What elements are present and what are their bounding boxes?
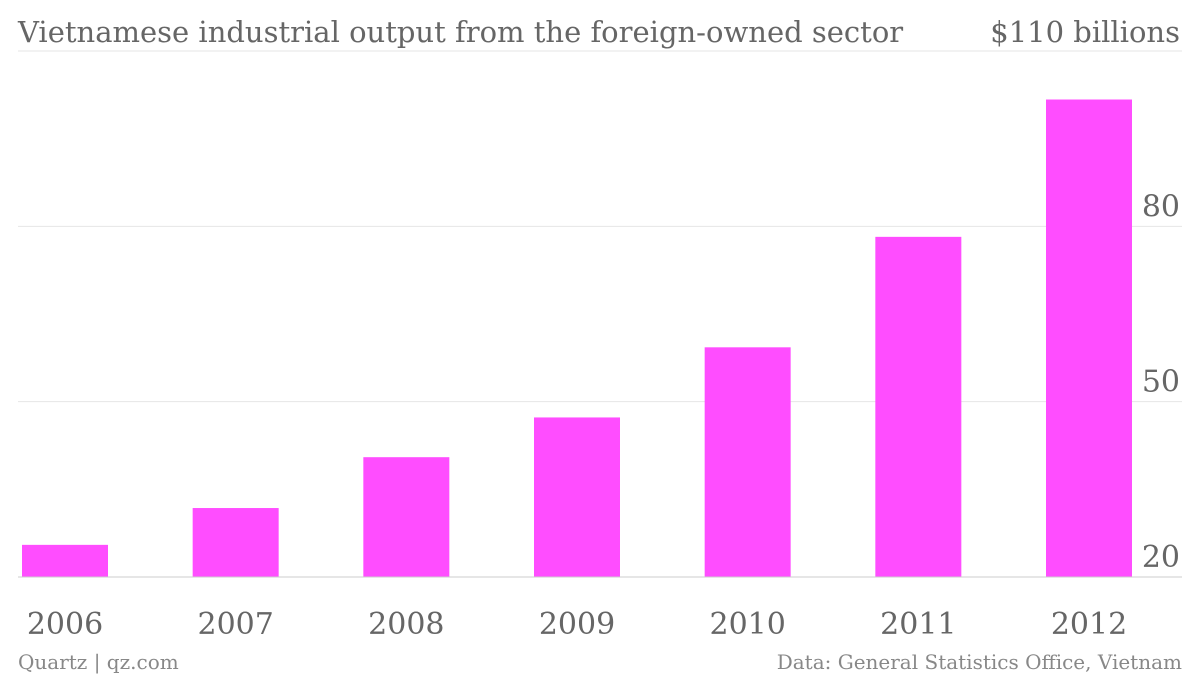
source-right: Data: General Statistics Office, Vietnam — [777, 650, 1182, 674]
bar-2012 — [1046, 99, 1132, 578]
x-tick-label: 2011 — [880, 607, 956, 642]
y-tick-labels: 80 50 20 — [1142, 189, 1180, 575]
bars — [22, 99, 1132, 578]
chart-title: Vietnamese industrial output from the fo… — [17, 15, 903, 49]
gridlines — [18, 225, 1182, 403]
bar-2006 — [22, 544, 108, 577]
bar-2007 — [192, 508, 279, 577]
x-tick-label: 2009 — [539, 607, 615, 642]
y-axis-unit-label: $110 billions — [990, 15, 1180, 49]
x-tick-label: 2006 — [27, 607, 103, 642]
y-tick-label: 80 — [1142, 189, 1180, 224]
bar-2008 — [363, 457, 450, 577]
bar-2010 — [704, 347, 791, 577]
x-tick-label: 2007 — [197, 607, 273, 642]
source-left: Quartz | qz.com — [18, 650, 179, 675]
bar-2011 — [875, 236, 962, 577]
y-tick-label: 50 — [1142, 365, 1180, 400]
y-tick-label: 20 — [1142, 540, 1180, 575]
x-tick-label: 2010 — [709, 607, 785, 642]
x-tick-label: 2008 — [368, 607, 444, 642]
x-tick-label: 2012 — [1051, 607, 1127, 642]
x-tick-labels: 2006 2007 2008 2009 2010 2011 2012 — [27, 607, 1127, 642]
bar-2009 — [534, 417, 620, 577]
